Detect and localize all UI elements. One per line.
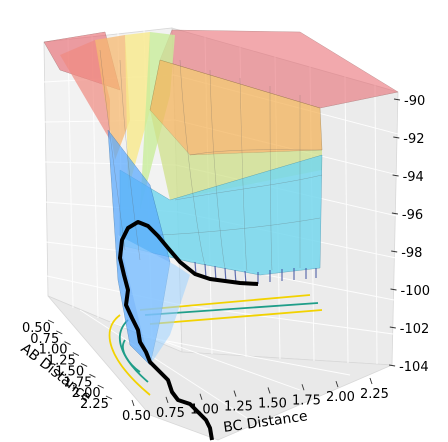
y-tick-label: 1.00 — [39, 343, 68, 358]
x-tick-label: 1.50 — [258, 396, 287, 411]
y-tick-label: 0.50 — [22, 321, 51, 336]
y-tick-mark — [56, 330, 63, 335]
x-tick-mark — [267, 387, 271, 394]
z-tick-label: -104 — [399, 360, 429, 375]
y-tick-label: 0.75 — [30, 332, 59, 347]
z-tick-label: -94 — [403, 170, 424, 185]
x-tick-mark — [335, 381, 339, 388]
z-tick-label: -100 — [401, 284, 431, 299]
y-tick-mark — [72, 352, 80, 356]
z-tick-mark — [391, 250, 398, 253]
x-tick-label: 1.25 — [224, 400, 253, 415]
x-tick-labels: 0.50 0.75 1.00 1.25 1.50 1.75 2.00 2.25 — [122, 377, 389, 424]
y-tick-mark — [97, 384, 104, 389]
y-tick-mark — [47, 319, 55, 324]
x-tick-mark — [301, 384, 305, 391]
x-tick-mark — [233, 390, 237, 397]
y-tick-mark — [105, 395, 113, 400]
y-tick-mark — [89, 373, 96, 378]
reaction-path — [118, 220, 259, 441]
x-tick-mark — [199, 393, 203, 400]
x-tick-label: 0.75 — [156, 406, 185, 421]
x-tick-mark — [369, 377, 373, 385]
z-tick-label: -90 — [404, 94, 425, 109]
contour-yellow-outer — [108, 314, 151, 396]
x-tick-label: 2.00 — [326, 390, 355, 405]
energy-surface — [43, 29, 399, 366]
x-tick-label: 1.00 — [190, 403, 219, 418]
z-tick-mark — [392, 174, 399, 177]
y-tick-labels: 0.500.751.001.251.501.752.002.25 — [22, 319, 113, 412]
z-tick-labels: -90 -92 -94 -96 -98 -100 -102 -104 — [389, 94, 430, 375]
x-tick-label: 1.75 — [292, 393, 321, 408]
z-tick-label: -92 — [403, 132, 424, 147]
wall-yellow — [125, 32, 150, 190]
y-tick-label: 1.75 — [63, 375, 92, 390]
z-tick-mark — [391, 212, 398, 215]
y-tick-mark — [64, 341, 71, 346]
y-tick-label: 2.25 — [80, 397, 109, 412]
contour-teal-inner — [122, 339, 141, 373]
contour-yellow-tail-2 — [149, 309, 323, 325]
y-tick-label: 2.00 — [72, 386, 101, 401]
z-tick-label: -102 — [400, 322, 430, 337]
z-tick-mark — [389, 326, 396, 329]
wall-orange — [95, 35, 130, 160]
funnel-light — [118, 235, 190, 365]
wall-red — [60, 40, 110, 140]
y-tick-mark — [80, 363, 88, 367]
floor-contours — [108, 294, 323, 396]
x-tick-mark — [131, 399, 135, 407]
z-tick-label: -98 — [401, 246, 422, 261]
x-tick-label: 0.50 — [122, 409, 151, 424]
z-tick-mark — [390, 288, 397, 291]
z-tick-mark — [393, 136, 400, 139]
contour-teal-outer — [119, 319, 149, 383]
y-tick-label: 1.50 — [55, 364, 84, 379]
z-tick-mark — [393, 98, 401, 101]
x-tick-mark — [165, 396, 169, 403]
z-tick-label: -96 — [402, 208, 423, 223]
x-tick-label: 2.25 — [360, 387, 389, 402]
z-tick-mark — [389, 364, 396, 367]
y-tick-label: 1.25 — [47, 354, 76, 369]
